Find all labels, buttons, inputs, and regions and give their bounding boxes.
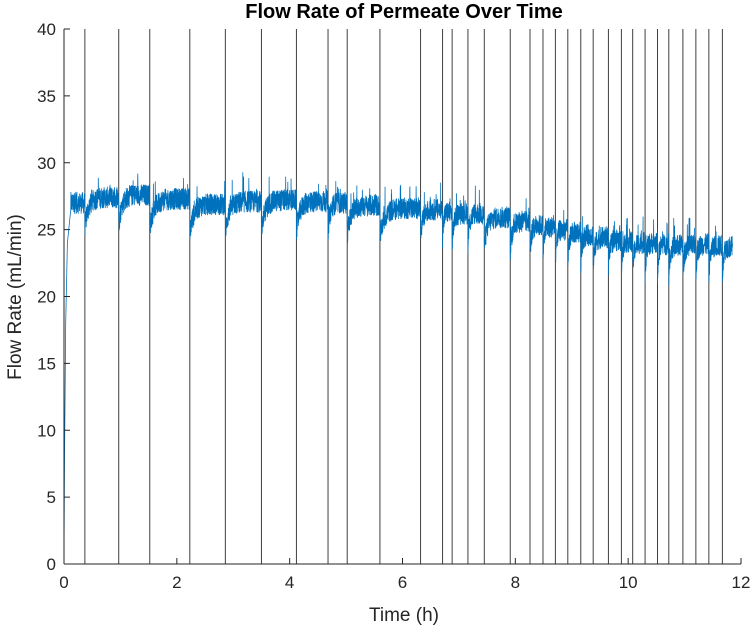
y-tick-label: 25 xyxy=(37,221,56,240)
y-tick-label: 20 xyxy=(37,288,56,307)
x-tick-label: 4 xyxy=(285,573,294,592)
x-tick-label: 6 xyxy=(398,573,407,592)
axes-group: 0 2 4 6 8 10 12 0 5 10 15 20 25 30 35 40 xyxy=(37,20,750,592)
x-tick-label: 12 xyxy=(732,573,751,592)
chart-title: Flow Rate of Permeate Over Time xyxy=(245,1,563,23)
y-tick-label: 40 xyxy=(37,20,56,39)
y-tick-label: 30 xyxy=(37,154,56,173)
flow-rate-series-line xyxy=(63,172,733,558)
plot-area xyxy=(64,29,741,564)
y-axis-label: Flow Rate (mL/min) xyxy=(5,214,26,380)
x-tick-label: 10 xyxy=(619,573,638,592)
series-group xyxy=(63,172,733,558)
x-axis-label: Time (h) xyxy=(369,605,439,626)
x-tick-label: 0 xyxy=(59,573,68,592)
y-tick-label: 0 xyxy=(47,555,56,574)
y-tick-label: 35 xyxy=(37,87,56,106)
y-tick-label: 5 xyxy=(47,488,56,507)
x-tick-label: 8 xyxy=(511,573,520,592)
y-tick-label: 15 xyxy=(37,354,56,373)
event-lines-group xyxy=(84,29,723,564)
x-tick-label: 2 xyxy=(172,573,181,592)
y-tick-label: 10 xyxy=(37,421,56,440)
